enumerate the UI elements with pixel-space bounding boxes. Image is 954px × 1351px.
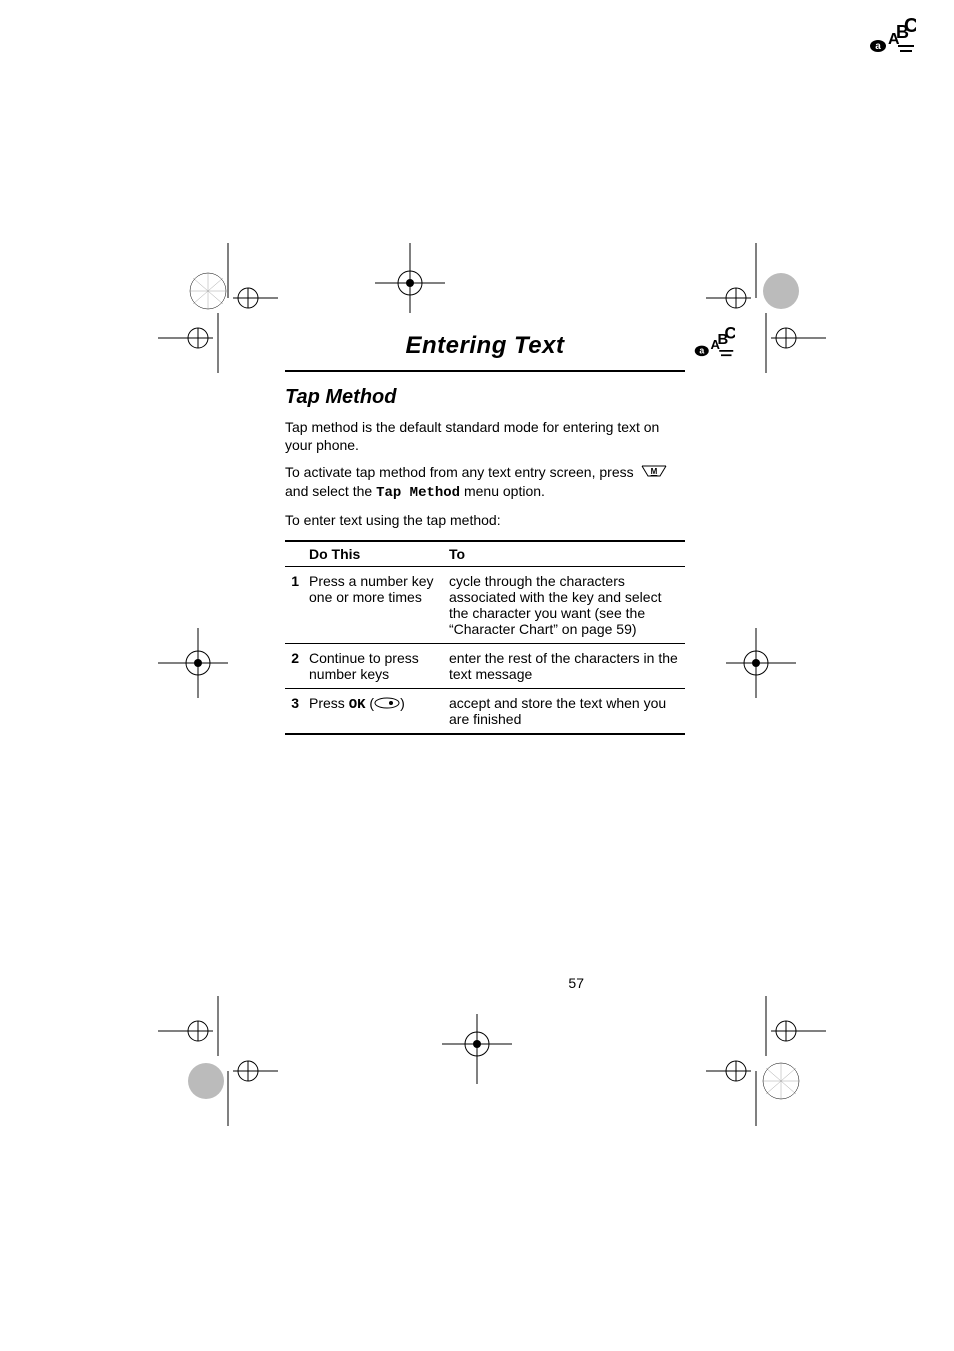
crop-mark-icon xyxy=(158,243,248,363)
paragraph: To activate tap method from any text ent… xyxy=(285,464,685,502)
registration-mark-icon xyxy=(375,243,445,318)
page-root: a A B C xyxy=(0,0,954,1351)
table-row: 1 Press a number key one or more times c… xyxy=(285,566,685,643)
registration-mark-icon xyxy=(726,628,796,703)
step-number: 2 xyxy=(285,643,309,688)
menu-key-icon: M xyxy=(640,464,668,483)
ok-label: OK xyxy=(349,697,366,713)
step-number: 3 xyxy=(285,688,309,734)
abc-logo-icon: a A B C xyxy=(693,326,735,365)
step-action: Press OK () xyxy=(309,688,449,734)
step-result: enter the rest of the characters in the … xyxy=(449,643,685,688)
step-action: Continue to press number keys xyxy=(309,643,449,688)
col-header-to: To xyxy=(449,541,685,567)
svg-text:a: a xyxy=(699,346,704,356)
svg-text:M: M xyxy=(650,467,657,476)
page-number: 57 xyxy=(568,975,584,991)
col-header-do: Do This xyxy=(309,541,449,567)
svg-text:C: C xyxy=(725,326,736,343)
content-region: Entering Text a A B C Tap Method Tap met… xyxy=(285,332,685,735)
steps-table: Do This To 1 Press a number key one or m… xyxy=(285,540,685,735)
chapter-header: Entering Text a A B C xyxy=(285,332,685,360)
horizontal-rule xyxy=(285,370,685,372)
text-span: ( xyxy=(366,695,375,711)
section-title: Tap Method xyxy=(285,386,685,409)
chapter-title: Entering Text xyxy=(285,332,685,360)
text-span: ) xyxy=(400,695,405,711)
crop-mark-icon xyxy=(158,996,248,1116)
registration-mark-icon xyxy=(158,628,228,703)
menu-option-label: Tap Method xyxy=(376,485,460,501)
step-result: cycle through the characters associated … xyxy=(449,566,685,643)
table-row: 2 Continue to press number keys enter th… xyxy=(285,643,685,688)
paragraph: Tap method is the default standard mode … xyxy=(285,419,685,454)
col-header-num xyxy=(285,541,309,567)
text-span: and select the xyxy=(285,483,376,499)
text-span: To activate tap method from any text ent… xyxy=(285,464,638,480)
svg-text:a: a xyxy=(875,41,881,52)
table-row: 3 Press OK () accept and store the text … xyxy=(285,688,685,734)
step-number: 1 xyxy=(285,566,309,643)
step-result: accept and store the text when you are f… xyxy=(449,688,685,734)
text-span: Press xyxy=(309,695,349,711)
paragraph: To enter text using the tap method: xyxy=(285,512,685,530)
step-action: Press a number key one or more times xyxy=(309,566,449,643)
crop-mark-icon xyxy=(706,996,796,1116)
softkey-icon xyxy=(374,696,400,712)
registration-mark-icon xyxy=(442,1014,512,1089)
table-header-row: Do This To xyxy=(285,541,685,567)
abc-logo-icon: a A B C xyxy=(868,18,916,61)
svg-text:C: C xyxy=(904,18,916,37)
text-span: menu option. xyxy=(460,483,545,499)
